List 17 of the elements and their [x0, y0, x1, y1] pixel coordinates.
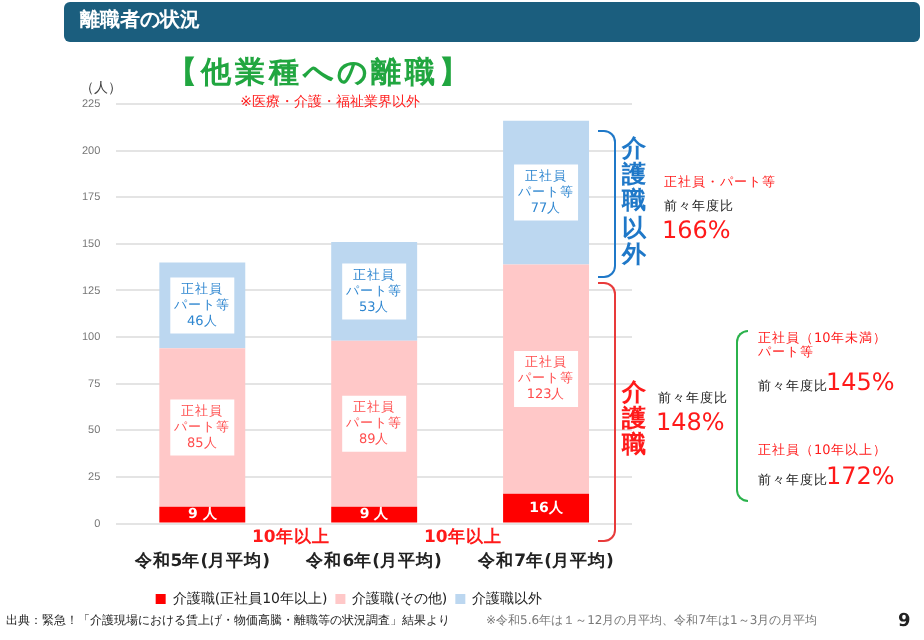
text: 9	[898, 612, 911, 633]
bar	[503, 493, 590, 523]
x-tick-label: 令和6年(月平均)	[304, 550, 443, 573]
text: 148%	[656, 408, 725, 438]
x-tick-label: 令和5年(月平均)	[132, 550, 271, 573]
annotation: 介護職	[622, 378, 648, 460]
bar	[331, 506, 418, 523]
text: 離職者の状況	[80, 10, 200, 33]
text: 166%	[662, 216, 731, 246]
text: 10年以上	[252, 528, 330, 550]
x-tick-label: 令和7年(月平均)	[476, 550, 614, 573]
text: 10年以上	[424, 528, 502, 550]
annotation: 介護職以外	[622, 134, 648, 268]
bar	[159, 506, 246, 523]
text: 145%	[826, 368, 895, 398]
chart-title: 【他業種への離職】	[167, 54, 473, 90]
text: 172%	[826, 462, 895, 492]
